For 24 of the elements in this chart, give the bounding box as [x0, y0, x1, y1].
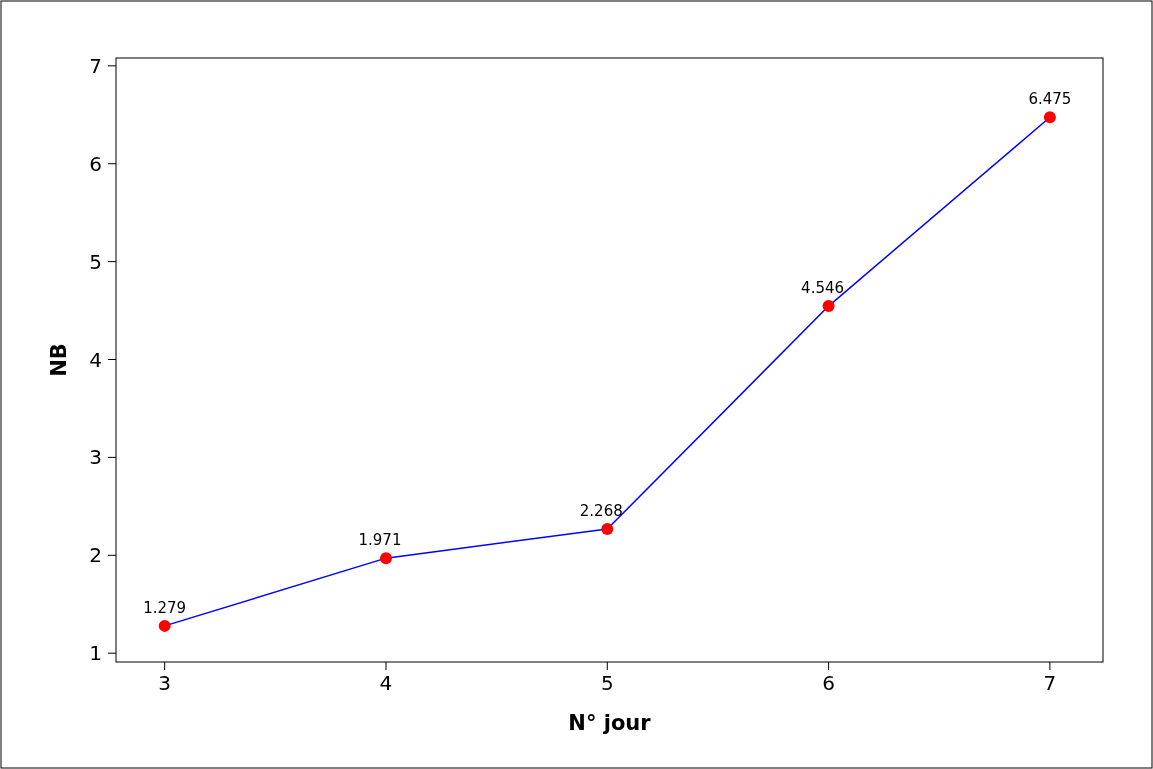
- y-tick-label: 2: [89, 543, 102, 568]
- data-label: 4.546: [801, 279, 845, 298]
- data-label: 1.279: [143, 598, 187, 617]
- x-tick-label: 3: [158, 671, 172, 695]
- data-label: 6.475: [1028, 90, 1072, 109]
- x-tick-label: 4: [379, 671, 393, 695]
- x-axis-title: N° jour: [568, 711, 652, 735]
- x-tick-label: 5: [600, 671, 614, 695]
- y-axis-title: NB: [47, 343, 71, 377]
- y-tick-label: 1: [89, 641, 102, 666]
- y-tick-label: 6: [89, 151, 102, 176]
- x-tick-label: 7: [1043, 671, 1057, 695]
- y-tick-label: 4: [89, 347, 102, 372]
- point: [822, 300, 835, 313]
- point: [601, 523, 614, 536]
- point: [1043, 111, 1056, 124]
- point: [379, 552, 392, 565]
- y-tick-label: 7: [89, 53, 102, 78]
- data-label: 2.268: [579, 502, 623, 521]
- x-tick-label: 6: [822, 671, 835, 695]
- y-tick-label: 5: [89, 249, 102, 274]
- data-label: 1.971: [358, 531, 402, 550]
- point: [158, 619, 171, 632]
- y-tick-label: 3: [89, 445, 102, 470]
